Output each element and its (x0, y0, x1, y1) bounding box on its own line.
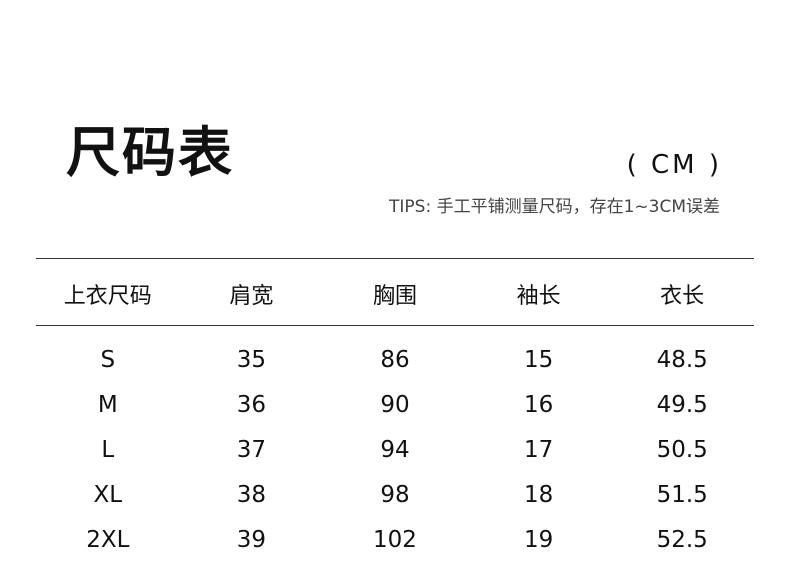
table-row: 2XL 39 102 19 52.5 (36, 527, 754, 553)
header-cell: 衣长 (660, 284, 705, 309)
table-cell: 49.5 (656, 392, 708, 418)
header-cell: 肩宽 (229, 284, 274, 309)
table-header: 上衣尺码 肩宽 胸围 袖长 衣长 (36, 278, 754, 310)
header-cell: 胸围 (372, 284, 417, 309)
table-cell: 2XL (86, 527, 130, 553)
table-cell: XL (93, 482, 123, 508)
table-cell: 50.5 (656, 437, 708, 463)
table-cell: 52.5 (656, 527, 708, 553)
table-cell: 15 (523, 347, 554, 373)
table-cell: 98 (380, 482, 410, 508)
header-cell: 袖长 (516, 284, 561, 309)
table-row: S 35 86 15 48.5 (36, 347, 754, 373)
table-cell: 17 (523, 437, 554, 463)
table-row: L 37 94 17 50.5 (36, 437, 754, 463)
header-bottom-rule (36, 325, 754, 326)
tips-text: TIPS: 手工平铺测量尺码，存在1~3CM误差 (389, 197, 720, 217)
table-cell: 38 (236, 482, 267, 508)
table-cell: 39 (236, 527, 267, 553)
table-row: M 36 90 16 49.5 (36, 392, 754, 418)
table-cell: 36 (236, 392, 267, 418)
table-cell: L (101, 437, 115, 463)
table-row: XL 38 98 18 51.5 (36, 482, 754, 508)
table-top-rule (36, 258, 754, 259)
table-cell: 94 (380, 437, 410, 463)
table-cell: 16 (523, 392, 554, 418)
header-cell: 上衣尺码 (63, 284, 152, 309)
page-title: 尺码表 (66, 121, 234, 184)
table-cell: 19 (523, 527, 554, 553)
table-cell: 48.5 (656, 347, 708, 373)
table-cell: 86 (380, 347, 410, 373)
table-cell: 90 (380, 392, 410, 418)
table-cell: 35 (236, 347, 267, 373)
table-cell: 51.5 (656, 482, 708, 508)
table-cell: S (100, 347, 116, 373)
table-cell: 102 (373, 527, 417, 553)
unit-label: ( CM ) (626, 150, 722, 180)
table-cell: 37 (236, 437, 267, 463)
table-cell: M (97, 392, 118, 418)
table-cell: 18 (523, 482, 554, 508)
